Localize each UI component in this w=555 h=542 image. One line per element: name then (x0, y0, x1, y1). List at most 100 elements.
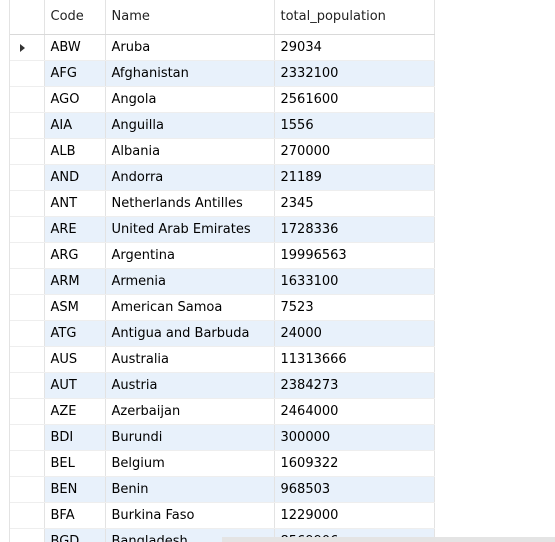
result-grid[interactable]: Code Name total_population ABW Aruba 29034… (9, 0, 435, 542)
table-row[interactable]: AZE Azerbaijan 2464000 (10, 398, 435, 425)
table-row[interactable]: ARG Argentina 19996563 (10, 242, 435, 269)
row-indicator[interactable] (10, 372, 45, 399)
row-indicator[interactable] (10, 268, 45, 295)
cell-code[interactable]: ARG (44, 242, 106, 269)
row-indicator[interactable] (10, 34, 45, 61)
cell-code[interactable]: ARE (44, 216, 106, 243)
cell-name[interactable]: American Samoa (105, 294, 275, 321)
table-row[interactable]: BFA Burkina Faso 1229000 (10, 502, 435, 529)
row-indicator[interactable] (10, 450, 45, 477)
table-row[interactable]: AND Andorra 21189 (10, 164, 435, 191)
row-indicator[interactable] (10, 294, 45, 321)
cell-total-population[interactable]: 11313666 (274, 346, 435, 373)
cell-name[interactable]: Burundi (105, 424, 275, 451)
cell-name[interactable]: Armenia (105, 268, 275, 295)
cell-total-population[interactable]: 1633100 (274, 268, 435, 295)
cell-name[interactable]: United Arab Emirates (105, 216, 275, 243)
row-indicator[interactable] (10, 424, 45, 451)
cell-code[interactable]: AUT (44, 372, 106, 399)
cell-name[interactable]: Afghanistan (105, 60, 275, 87)
cell-code[interactable]: BDI (44, 424, 106, 451)
cell-name[interactable]: Austria (105, 372, 275, 399)
table-row[interactable]: BEN Benin 968503 (10, 476, 435, 503)
cell-total-population[interactable]: 21189 (274, 164, 435, 191)
cell-total-population[interactable]: 2332100 (274, 60, 435, 87)
column-header-total-population[interactable]: total_population (274, 0, 435, 35)
cell-name[interactable]: Angola (105, 86, 275, 113)
column-header-code[interactable]: Code (44, 0, 106, 35)
cell-code[interactable]: ALB (44, 138, 106, 165)
cell-total-population[interactable]: 270000 (274, 138, 435, 165)
table-row[interactable]: ATG Antigua and Barbuda 24000 (10, 320, 435, 347)
cell-code[interactable]: AGO (44, 86, 106, 113)
cell-name[interactable]: Aruba (105, 34, 275, 61)
cell-name[interactable]: Argentina (105, 242, 275, 269)
cell-total-population[interactable]: 1609322 (274, 450, 435, 477)
row-indicator[interactable] (10, 164, 45, 191)
table-row[interactable]: AUT Austria 2384273 (10, 372, 435, 399)
table-row[interactable]: ASM American Samoa 7523 (10, 294, 435, 321)
cell-name[interactable]: Benin (105, 476, 275, 503)
cell-name[interactable]: Burkina Faso (105, 502, 275, 529)
cell-name[interactable]: Azerbaijan (105, 398, 275, 425)
cell-total-population[interactable]: 29034 (274, 34, 435, 61)
row-indicator[interactable] (10, 60, 45, 87)
row-indicator[interactable] (10, 398, 45, 425)
cell-code[interactable]: ATG (44, 320, 106, 347)
table-row[interactable]: BEL Belgium 1609322 (10, 450, 435, 477)
row-indicator[interactable] (10, 320, 45, 347)
table-row[interactable]: ABW Aruba 29034 (10, 34, 435, 61)
cell-code[interactable]: ARM (44, 268, 106, 295)
cell-total-population[interactable]: 2384273 (274, 372, 435, 399)
cell-total-population[interactable]: 7523 (274, 294, 435, 321)
cell-code[interactable]: AND (44, 164, 106, 191)
cell-name[interactable]: Andorra (105, 164, 275, 191)
cell-code[interactable]: AFG (44, 60, 106, 87)
table-row[interactable]: BDI Burundi 300000 (10, 424, 435, 451)
cell-name[interactable]: Antigua and Barbuda (105, 320, 275, 347)
table-row[interactable]: ARE United Arab Emirates 1728336 (10, 216, 435, 243)
cell-total-population[interactable]: 19996563 (274, 242, 435, 269)
cell-name[interactable]: Belgium (105, 450, 275, 477)
cell-total-population[interactable]: 2345 (274, 190, 435, 217)
cell-name[interactable]: Australia (105, 346, 275, 373)
table-row[interactable]: ANT Netherlands Antilles 2345 (10, 190, 435, 217)
cell-code[interactable]: BEN (44, 476, 106, 503)
table-row[interactable]: AFG Afghanistan 2332100 (10, 60, 435, 87)
cell-code[interactable]: AZE (44, 398, 106, 425)
row-indicator[interactable] (10, 242, 45, 269)
cell-total-population[interactable]: 2464000 (274, 398, 435, 425)
cell-code[interactable]: ANT (44, 190, 106, 217)
cell-total-population[interactable]: 300000 (274, 424, 435, 451)
row-indicator[interactable] (10, 138, 45, 165)
cell-code[interactable]: BGD (44, 528, 106, 542)
horizontal-scrollbar[interactable] (222, 537, 555, 542)
cell-total-population[interactable]: 2561600 (274, 86, 435, 113)
row-indicator[interactable] (10, 346, 45, 373)
row-indicator[interactable] (10, 216, 45, 243)
cell-total-population[interactable]: 1556 (274, 112, 435, 139)
row-indicator[interactable] (10, 528, 45, 542)
cell-code[interactable]: AIA (44, 112, 106, 139)
cell-total-population[interactable]: 24000 (274, 320, 435, 347)
table-row[interactable]: AGO Angola 2561600 (10, 86, 435, 113)
row-indicator[interactable] (10, 502, 45, 529)
cell-total-population[interactable]: 968503 (274, 476, 435, 503)
table-row[interactable]: AIA Anguilla 1556 (10, 112, 435, 139)
cell-total-population[interactable]: 1229000 (274, 502, 435, 529)
cell-code[interactable]: BFA (44, 502, 106, 529)
cell-code[interactable]: BEL (44, 450, 106, 477)
column-header-name[interactable]: Name (105, 0, 275, 35)
table-row[interactable]: ARM Armenia 1633100 (10, 268, 435, 295)
row-indicator[interactable] (10, 112, 45, 139)
cell-total-population[interactable]: 1728336 (274, 216, 435, 243)
cell-name[interactable]: Netherlands Antilles (105, 190, 275, 217)
cell-code[interactable]: ABW (44, 34, 106, 61)
table-row[interactable]: ALB Albania 270000 (10, 138, 435, 165)
row-indicator[interactable] (10, 86, 45, 113)
cell-code[interactable]: AUS (44, 346, 106, 373)
cell-name[interactable]: Albania (105, 138, 275, 165)
cell-name[interactable]: Anguilla (105, 112, 275, 139)
row-indicator[interactable] (10, 476, 45, 503)
cell-code[interactable]: ASM (44, 294, 106, 321)
